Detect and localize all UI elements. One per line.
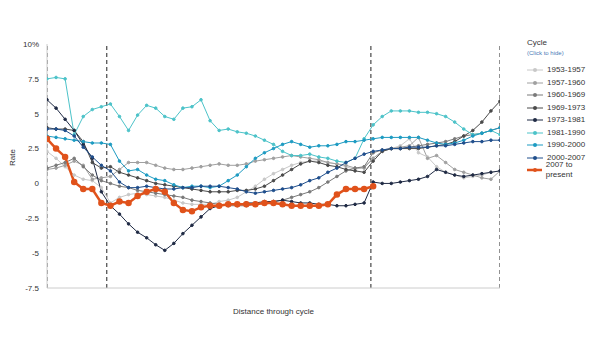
- html-text:1990-2000: 1990-2000: [547, 140, 586, 150]
- html-text:2007 to present: 2007 to present: [545, 160, 573, 180]
- svg-text:Rate: Rate: [8, 149, 17, 166]
- svg-text:7.5: 7.5: [28, 75, 40, 84]
- html-text:2000-2007: 2000-2007: [547, 152, 586, 162]
- svg-text:0: 0: [35, 179, 40, 188]
- svg-text:2.5: 2.5: [28, 144, 40, 153]
- svg-text:5: 5: [35, 110, 40, 119]
- html-text:1981-1990: 1981-1990: [547, 127, 586, 137]
- svg-text:-5: -5: [32, 249, 40, 258]
- html-text:1973-1981: 1973-1981: [547, 115, 586, 125]
- svg-text:-2.5: -2.5: [25, 214, 39, 223]
- svg-text:-7.5: -7.5: [25, 284, 39, 293]
- svg-text:10%: 10%: [23, 40, 39, 49]
- html-text:(Click to hide): (Click to hide): [527, 50, 564, 56]
- html-text:Cycle: Cycle: [527, 38, 547, 47]
- svg-text:Distance through cycle: Distance through cycle: [233, 307, 314, 316]
- html-text:1953-1957: 1953-1957: [547, 65, 586, 75]
- html-text:1960-1969: 1960-1969: [547, 90, 586, 100]
- html-text:1957-1960: 1957-1960: [547, 77, 586, 87]
- html-text:1969-1973: 1969-1973: [547, 102, 586, 112]
